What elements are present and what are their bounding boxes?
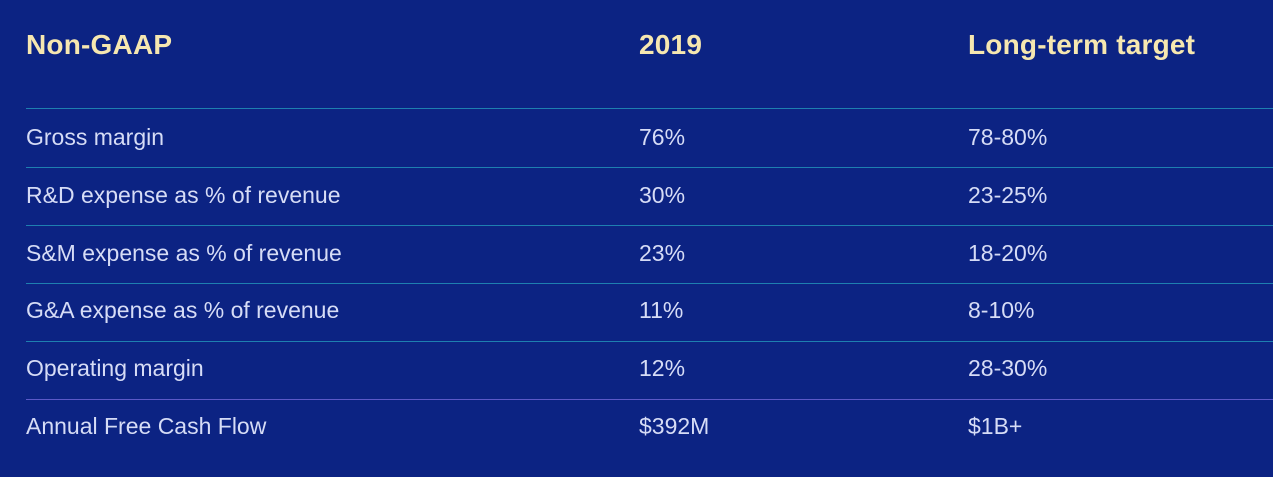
table-divider — [26, 283, 1273, 284]
row-label: Operating margin — [26, 355, 204, 381]
table-row: R&D expense as % of revenue 30% 23-25% — [0, 167, 1273, 224]
row-target-value: 18-20% — [968, 240, 1048, 266]
row-label: Gross margin — [26, 124, 165, 150]
row-2019-value: 76% — [639, 124, 686, 150]
row-label: R&D expense as % of revenue — [26, 182, 341, 208]
row-label: Annual Free Cash Flow — [26, 413, 267, 439]
row-target-value: 23-25% — [968, 182, 1048, 208]
header-2019: 2019 — [639, 29, 703, 60]
row-target-value: 28-30% — [968, 355, 1048, 381]
header-non-gaap: Non-GAAP — [26, 29, 173, 60]
table-row: G&A expense as % of revenue 11% 8-10% — [0, 282, 1273, 339]
row-2019-value: 12% — [639, 355, 686, 381]
row-2019-value: 23% — [639, 240, 686, 266]
row-target-value: 8-10% — [968, 297, 1035, 323]
table-divider — [26, 399, 1273, 400]
row-label: G&A expense as % of revenue — [26, 297, 340, 323]
row-label: S&M expense as % of revenue — [26, 240, 342, 266]
table-divider — [26, 108, 1273, 109]
table-divider — [26, 225, 1273, 226]
table-row: Annual Free Cash Flow $392M $1B+ — [0, 398, 1273, 455]
table-header: Non-GAAP 2019 Long-term target — [0, 22, 1273, 68]
row-target-value: $1B+ — [968, 413, 1023, 439]
row-2019-value: 11% — [639, 297, 684, 323]
table-row: S&M expense as % of revenue 23% 18-20% — [0, 225, 1273, 282]
header-long-term-target: Long-term target — [968, 29, 1196, 60]
row-2019-value: 30% — [639, 182, 686, 208]
table-divider — [26, 341, 1273, 342]
table-row: Gross margin 76% 78-80% — [0, 109, 1273, 166]
row-2019-value: $392M — [639, 413, 710, 439]
table-divider — [26, 167, 1273, 168]
table-row: Operating margin 12% 28-30% — [0, 340, 1273, 397]
row-target-value: 78-80% — [968, 124, 1048, 150]
